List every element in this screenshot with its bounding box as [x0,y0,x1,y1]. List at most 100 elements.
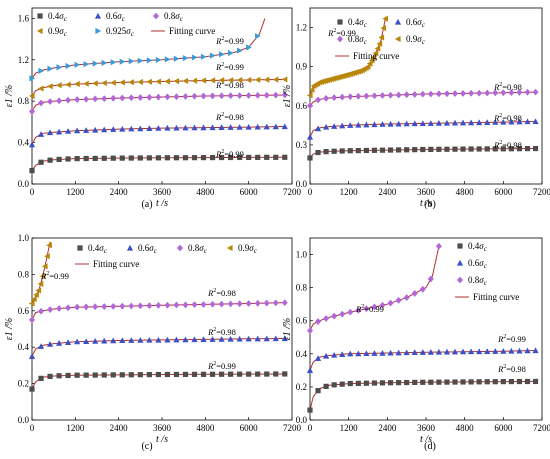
data-point [245,76,252,84]
data-point [459,348,467,355]
legend-marker [457,276,463,284]
data-point [387,147,394,153]
y-tick-label: 0.8 [296,283,308,293]
data-point [182,336,189,343]
data-point [371,92,378,100]
x-tick-label: 4800 [456,423,475,433]
data-point [254,335,261,342]
data-point [65,128,72,134]
data-point [306,133,314,140]
data-point [363,350,370,357]
data-point [443,348,451,355]
data-point [427,275,434,283]
data-point [74,61,81,68]
data-point [173,371,180,378]
data-point [65,304,72,312]
data-point [323,149,329,155]
data-point [119,337,126,344]
legend-label: 0.925σc [106,26,135,38]
data-point [331,351,338,358]
data-point [314,125,322,132]
data-point [355,121,362,128]
data-point [47,306,54,313]
data-point [508,378,514,385]
data-point [273,371,279,377]
data-point [363,121,370,128]
data-point [476,89,483,97]
data-point [355,92,362,100]
legend-marker [456,259,464,266]
x-axis-label: t /s [420,434,432,445]
data-point [146,302,153,310]
data-point [419,120,426,127]
data-point [236,300,243,308]
data-point [101,59,108,66]
data-point [366,60,373,67]
data-point [315,388,321,394]
data-point [37,131,45,137]
data-point [182,155,189,161]
data-point [101,155,107,161]
data-point [200,301,207,308]
data-point [182,93,189,100]
data-point [347,380,353,387]
data-point [254,91,261,99]
data-point [110,372,116,378]
data-point [119,79,125,86]
data-point [209,371,216,377]
data-point [101,126,108,133]
data-point [119,125,126,132]
data-point [395,91,402,99]
r2-annotation: R2=0.99 [215,36,244,46]
data-point [209,92,216,100]
data-point [191,92,198,100]
x-tick-label: 1200 [340,187,359,197]
x-tick-label: 4800 [196,187,215,197]
data-point [155,336,162,343]
plot-frame [31,237,293,421]
data-point [476,119,483,126]
r2-annotation: R2=0.99 [215,62,244,72]
data-point [38,99,45,107]
data-point [83,80,89,87]
data-point [65,62,72,70]
data-point [56,373,62,379]
data-point [209,336,216,342]
y-axis-label: ε1 /% [4,85,15,108]
x-tick-label: 7200 [283,423,302,433]
data-point [363,380,369,386]
r2-annotation: R2=0.98 [207,288,236,298]
data-point [128,58,135,65]
data-point [272,299,279,307]
x-tick-label: 1200 [340,423,359,433]
y-tick-label: 0.9 [296,62,308,72]
data-point [516,146,523,152]
r2-annotation: R2=0.98 [215,112,244,122]
data-point [371,303,378,311]
data-point [403,120,410,127]
data-point [411,349,418,356]
data-point [272,91,279,99]
data-point [272,123,279,130]
data-point [315,318,322,325]
x-tick-label: 3600 [417,187,436,197]
data-point [173,93,180,101]
data-point [155,371,161,378]
data-point [55,340,63,346]
data-point [484,379,490,385]
x-tick-label: 7200 [533,423,550,433]
data-point [508,118,515,125]
panel-label: (a) [141,199,152,210]
data-point [65,372,71,379]
data-point [146,155,152,161]
data-point [128,155,134,161]
data-point [128,79,134,86]
data-point [245,92,252,99]
data-point [403,294,410,301]
data-point [218,336,225,342]
data-point [263,299,270,307]
y-tick-label: 1.0 [18,233,30,243]
data-point [227,77,234,84]
data-point [524,118,531,125]
y-tick-label: 1.0 [296,250,308,260]
